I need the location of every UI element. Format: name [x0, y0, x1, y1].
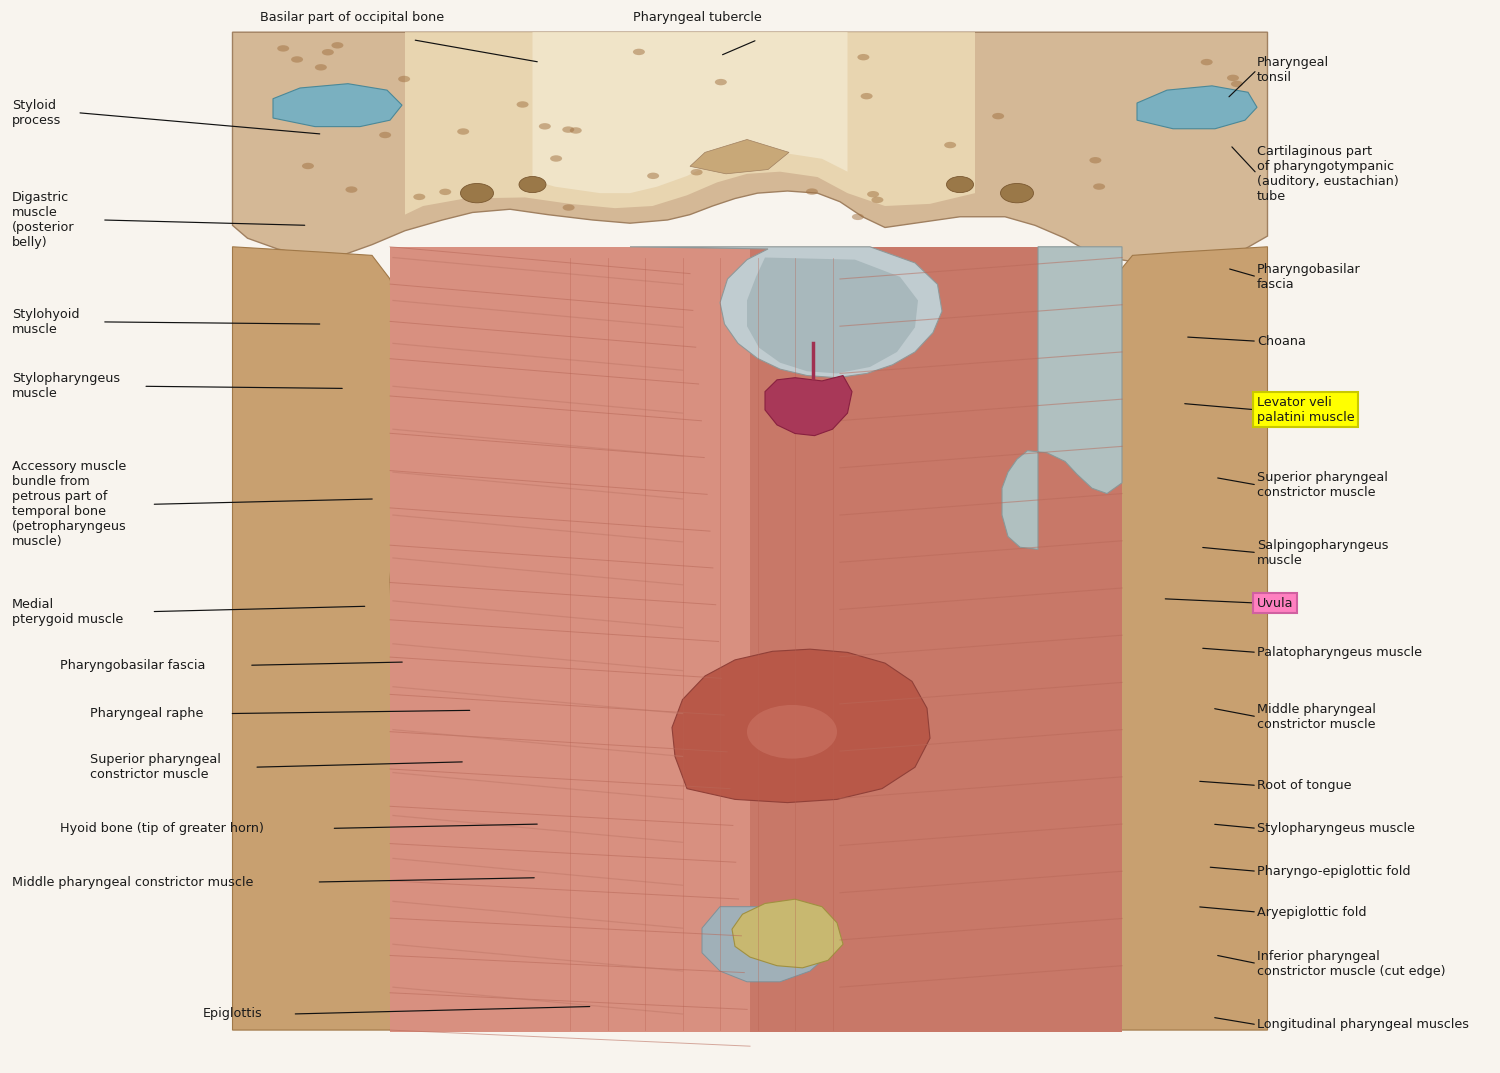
Polygon shape	[273, 84, 402, 127]
Ellipse shape	[867, 191, 879, 197]
Ellipse shape	[1200, 59, 1212, 65]
Ellipse shape	[345, 187, 357, 193]
Polygon shape	[405, 32, 975, 215]
Ellipse shape	[550, 156, 562, 162]
Ellipse shape	[322, 49, 334, 56]
Text: Aryepiglottic fold: Aryepiglottic fold	[1257, 906, 1366, 918]
Ellipse shape	[946, 176, 974, 193]
Text: Middle pharyngeal
constrictor muscle: Middle pharyngeal constrictor muscle	[1257, 703, 1376, 731]
Ellipse shape	[716, 79, 728, 86]
Polygon shape	[232, 247, 420, 1030]
Polygon shape	[232, 32, 1268, 268]
Text: Accessory muscle
bundle from
petrous part of
temporal bone
(petropharyngeus
musc: Accessory muscle bundle from petrous par…	[12, 460, 126, 548]
Text: Pharyngeal
tonsil: Pharyngeal tonsil	[1257, 56, 1329, 84]
Text: Pharyngobasilar
fascia: Pharyngobasilar fascia	[1257, 263, 1360, 291]
Text: Uvula: Uvula	[1257, 597, 1293, 609]
Ellipse shape	[519, 176, 546, 193]
Ellipse shape	[278, 45, 290, 52]
Ellipse shape	[944, 142, 956, 148]
Polygon shape	[532, 32, 848, 193]
Text: Pharyngobasilar fascia: Pharyngobasilar fascia	[60, 659, 206, 672]
Text: Levator veli
palatini muscle: Levator veli palatini muscle	[1257, 396, 1354, 424]
Text: Stylopharyngeus muscle: Stylopharyngeus muscle	[1257, 822, 1414, 835]
Ellipse shape	[992, 113, 1004, 119]
Ellipse shape	[646, 173, 658, 179]
Polygon shape	[747, 258, 918, 373]
Ellipse shape	[861, 93, 873, 100]
Text: Pharyngeal raphe: Pharyngeal raphe	[90, 707, 204, 720]
Ellipse shape	[570, 128, 582, 134]
Ellipse shape	[440, 189, 452, 195]
Text: Stylohyoid
muscle: Stylohyoid muscle	[12, 308, 80, 336]
Text: Pharyngo-epiglottic fold: Pharyngo-epiglottic fold	[1257, 865, 1410, 878]
Polygon shape	[702, 907, 832, 982]
Ellipse shape	[1000, 183, 1033, 203]
Ellipse shape	[1089, 157, 1101, 163]
Ellipse shape	[516, 101, 528, 107]
Text: Superior pharyngeal
constrictor muscle: Superior pharyngeal constrictor muscle	[1257, 471, 1388, 499]
Ellipse shape	[1232, 80, 1244, 87]
Text: Digastric
muscle
(posterior
belly): Digastric muscle (posterior belly)	[12, 191, 75, 249]
Text: Choana: Choana	[1257, 335, 1306, 348]
Ellipse shape	[562, 127, 574, 133]
Polygon shape	[1080, 247, 1268, 1030]
Ellipse shape	[302, 163, 313, 170]
Ellipse shape	[380, 132, 392, 138]
Polygon shape	[672, 649, 930, 803]
Ellipse shape	[1227, 75, 1239, 82]
Text: Inferior pharyngeal
constrictor muscle (cut edge): Inferior pharyngeal constrictor muscle (…	[1257, 950, 1446, 978]
Ellipse shape	[633, 48, 645, 55]
Ellipse shape	[398, 76, 410, 83]
Polygon shape	[1137, 86, 1257, 129]
Polygon shape	[750, 247, 1122, 1032]
Text: Pharyngeal tubercle: Pharyngeal tubercle	[633, 11, 762, 24]
Polygon shape	[390, 247, 1122, 1032]
Text: Epiglottis: Epiglottis	[202, 1008, 262, 1020]
Text: Medial
pterygoid muscle: Medial pterygoid muscle	[12, 598, 123, 626]
Ellipse shape	[458, 129, 470, 135]
Text: Styloid
process: Styloid process	[12, 99, 62, 127]
Text: Longitudinal pharyngeal muscles: Longitudinal pharyngeal muscles	[1257, 1018, 1468, 1031]
Ellipse shape	[806, 189, 818, 195]
Ellipse shape	[1094, 183, 1106, 190]
Ellipse shape	[291, 56, 303, 62]
Polygon shape	[732, 899, 843, 968]
Text: Basilar part of occipital bone: Basilar part of occipital bone	[261, 11, 444, 24]
Ellipse shape	[332, 42, 344, 48]
Text: Palatopharyngeus muscle: Palatopharyngeus muscle	[1257, 646, 1422, 659]
Ellipse shape	[414, 193, 426, 200]
Text: Salpingopharyngeus
muscle: Salpingopharyngeus muscle	[1257, 539, 1389, 567]
Ellipse shape	[562, 204, 574, 210]
Ellipse shape	[871, 196, 883, 203]
Text: Stylopharyngeus
muscle: Stylopharyngeus muscle	[12, 372, 120, 400]
Text: Cartilaginous part
of pharyngotympanic
(auditory, eustachian)
tube: Cartilaginous part of pharyngotympanic (…	[1257, 145, 1398, 203]
Text: Hyoid bone (tip of greater horn): Hyoid bone (tip of greater horn)	[60, 822, 264, 835]
Text: Middle pharyngeal constrictor muscle: Middle pharyngeal constrictor muscle	[12, 876, 254, 888]
Ellipse shape	[747, 705, 837, 759]
Text: Superior pharyngeal
constrictor muscle: Superior pharyngeal constrictor muscle	[90, 753, 220, 781]
Ellipse shape	[690, 168, 702, 175]
Ellipse shape	[538, 123, 550, 130]
Polygon shape	[630, 247, 942, 378]
Ellipse shape	[852, 214, 864, 220]
Ellipse shape	[858, 54, 870, 60]
Polygon shape	[1002, 247, 1122, 549]
Polygon shape	[765, 376, 852, 436]
Polygon shape	[390, 247, 750, 1032]
Polygon shape	[690, 139, 789, 174]
Ellipse shape	[315, 64, 327, 71]
Ellipse shape	[460, 183, 494, 203]
Text: Root of tongue: Root of tongue	[1257, 779, 1352, 792]
